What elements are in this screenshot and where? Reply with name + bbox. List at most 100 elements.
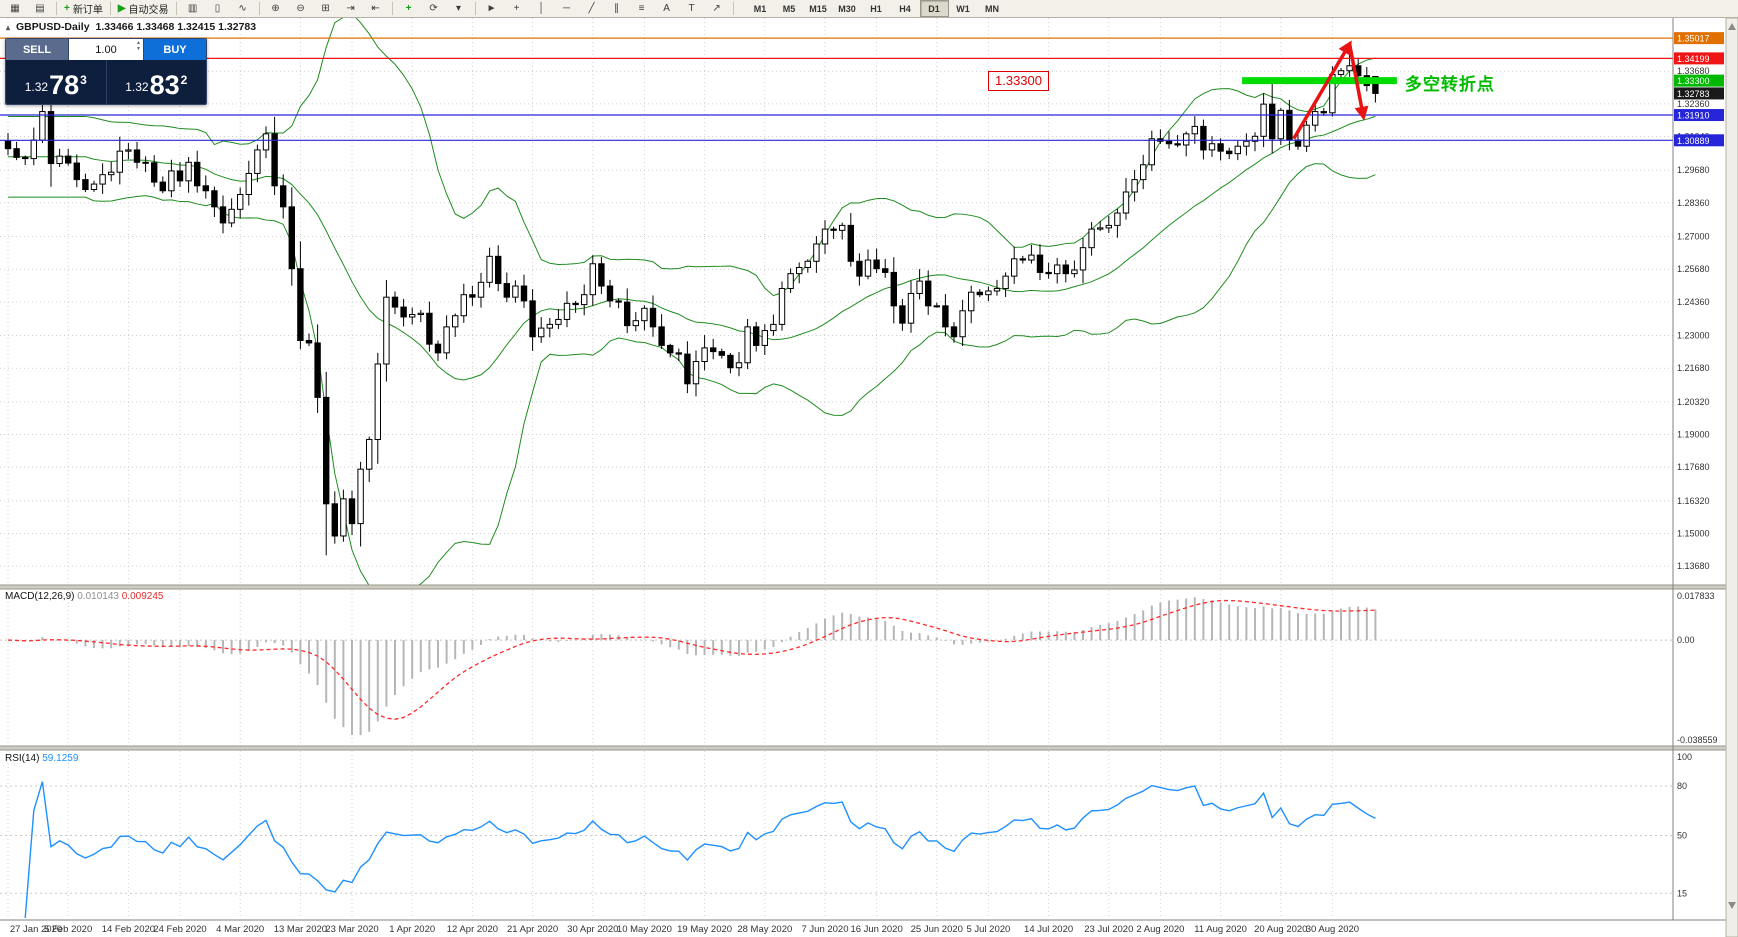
svg-text:19 May 2020: 19 May 2020: [677, 924, 732, 935]
timeframe-h4[interactable]: H4: [899, 3, 911, 14]
cursor-icon[interactable]: ►: [486, 2, 497, 14]
channel-icon[interactable]: ∥: [614, 2, 620, 14]
svg-text:0.00: 0.00: [1677, 635, 1695, 645]
pane-separator[interactable]: [0, 746, 1738, 750]
svg-text:1.28360: 1.28360: [1677, 198, 1710, 208]
line-chart-icon[interactable]: ∿: [238, 2, 247, 14]
svg-text:1.27000: 1.27000: [1677, 232, 1710, 242]
svg-text:23 Mar 2020: 23 Mar 2020: [325, 924, 378, 935]
toolbar-separator: [474, 2, 476, 15]
svg-text:24 Feb 2020: 24 Feb 2020: [153, 924, 206, 935]
timeframe-m30[interactable]: M30: [838, 3, 856, 14]
sell-price[interactable]: 1.32 78 3: [6, 60, 106, 104]
buy-price[interactable]: 1.32 83 2: [107, 60, 207, 104]
svg-text:1.29680: 1.29680: [1677, 165, 1710, 175]
toolbar: ▦ ▤ + 新订单 ▶ 自动交易 ▥ ▯ ∿ ⊕ ⊖ ⊞ ⇥ ⇤ + ⟳ ▾ ► + │ ─ ╱ ∥ ≡ A T ↗ M1 M5 M15…: [0, 0, 1738, 18]
price-badge: [1674, 74, 1724, 87]
timeframe-m5[interactable]: M5: [782, 3, 796, 14]
svg-text:1.32360: 1.32360: [1677, 99, 1710, 109]
text-icon[interactable]: A: [663, 2, 670, 14]
svg-text:1.33680: 1.33680: [1677, 66, 1710, 76]
timeframe-d1[interactable]: D1: [919, 0, 949, 17]
trendline-icon[interactable]: ╱: [588, 2, 595, 14]
label-icon[interactable]: T: [688, 2, 695, 14]
trade-panel-divider: [105, 60, 107, 104]
svg-text:20 Aug 2020: 20 Aug 2020: [1254, 924, 1307, 935]
scrollbar[interactable]: [1725, 17, 1738, 937]
svg-text:2 Aug 2020: 2 Aug 2020: [1136, 924, 1184, 935]
sell-price-big: 78: [49, 70, 80, 101]
new-chart-icon[interactable]: ▦: [10, 2, 20, 14]
price-axis[interactable]: 1.336801.323601.310401.296801.283601.270…: [1674, 32, 1724, 571]
svg-text:7 Jun 2020: 7 Jun 2020: [801, 924, 848, 935]
green-zone-line[interactable]: [1242, 77, 1397, 85]
buy-price-big: 83: [149, 70, 180, 101]
svg-text:21 Apr 2020: 21 Apr 2020: [507, 924, 558, 935]
scroll-up-icon[interactable]: [1728, 23, 1736, 30]
templates-icon[interactable]: ▾: [456, 2, 462, 14]
svg-text:1.23000: 1.23000: [1677, 331, 1710, 341]
svg-text:30 Aug 2020: 30 Aug 2020: [1306, 924, 1359, 935]
svg-text:30 Apr 2020: 30 Apr 2020: [567, 924, 618, 935]
rsi-indicator-label: RSI(14) 59.1259: [5, 753, 78, 764]
auto-scroll-icon[interactable]: ⇥: [346, 2, 355, 14]
volume-up-icon[interactable]: ▲: [136, 40, 141, 46]
indicators-icon[interactable]: +: [405, 2, 412, 14]
price-level-label[interactable]: 1.33300: [988, 70, 1049, 91]
sell-price-sup: 3: [80, 73, 87, 87]
svg-text:1.35017: 1.35017: [1677, 34, 1710, 44]
bar-chart-icon[interactable]: ▥: [187, 2, 198, 14]
volume-input[interactable]: 1.00 ▲ ▼: [68, 39, 144, 60]
fibonacci-icon[interactable]: ≡: [638, 2, 645, 14]
vertical-line-icon[interactable]: │: [538, 2, 545, 14]
timeframe-w1[interactable]: W1: [956, 3, 970, 14]
chart-shift-icon[interactable]: ⇤: [371, 2, 380, 14]
level-lines[interactable]: [0, 37, 1673, 141]
scroll-down-icon[interactable]: [1728, 902, 1736, 909]
svg-text:11 Aug 2020: 11 Aug 2020: [1194, 924, 1247, 935]
chart-profiles-icon[interactable]: ▤: [35, 2, 45, 14]
svg-text:10 May 2020: 10 May 2020: [617, 924, 672, 935]
turning-point-note[interactable]: 多空转折点: [1404, 74, 1495, 94]
timeframe-mn[interactable]: MN: [985, 3, 1000, 14]
zoom-out-icon[interactable]: ⊖: [296, 2, 305, 14]
new-order-button[interactable]: + 新订单: [64, 2, 103, 16]
volume-down-icon[interactable]: ▼: [136, 46, 141, 52]
svg-text:1.32783: 1.32783: [1677, 89, 1710, 99]
svg-text:1.33300: 1.33300: [1677, 76, 1710, 86]
sell-button[interactable]: SELL: [6, 39, 68, 60]
arrows-icon[interactable]: ↗: [712, 2, 721, 14]
rsi-name: RSI(14): [5, 753, 40, 764]
timeframe-h1[interactable]: H1: [870, 3, 882, 14]
tile-windows-icon[interactable]: ⊞: [321, 2, 330, 14]
timeframe-m1[interactable]: M1: [753, 3, 767, 14]
svg-text:25 Jun 2020: 25 Jun 2020: [911, 924, 963, 935]
candlestick-chart-icon[interactable]: ▯: [214, 2, 221, 14]
horizontal-line-icon[interactable]: ─: [563, 2, 571, 14]
bollinger-bands: [8, 18, 1376, 585]
zoom-in-icon[interactable]: ⊕: [271, 2, 280, 14]
macd-pane: [0, 597, 1673, 736]
oneclick-toggle-icon[interactable]: ▴: [6, 22, 11, 32]
buy-price-small: 1.32: [125, 80, 149, 94]
pane-separator[interactable]: [0, 585, 1738, 589]
volume-spinner[interactable]: ▲ ▼: [136, 41, 141, 52]
rsi-axis[interactable]: 100 80 50 15: [1677, 752, 1692, 898]
crosshair-icon[interactable]: +: [513, 2, 520, 14]
periods-icon[interactable]: ⟳: [429, 2, 438, 14]
svg-text:100: 100: [1677, 752, 1692, 762]
svg-text:1 Apr 2020: 1 Apr 2020: [389, 924, 435, 935]
buy-button[interactable]: BUY: [144, 39, 206, 60]
timeframe-m15[interactable]: M15: [809, 3, 827, 14]
price-badge: [1674, 109, 1724, 122]
trend-arrow[interactable]: [1292, 40, 1369, 140]
macd-axis[interactable]: 0.017833 0.00 -0.038559: [1677, 591, 1718, 745]
svg-text:5 Jul 2020: 5 Jul 2020: [966, 924, 1010, 935]
autotrading-button[interactable]: ▶ 自动交易: [117, 2, 169, 16]
grid: [0, 18, 1673, 919]
svg-text:15: 15: [1677, 888, 1687, 898]
chart-title-bar: ▴ GBPUSD-Daily 1.33466 1.33468 1.32415 1…: [6, 21, 256, 33]
price-badge: [1674, 87, 1724, 100]
